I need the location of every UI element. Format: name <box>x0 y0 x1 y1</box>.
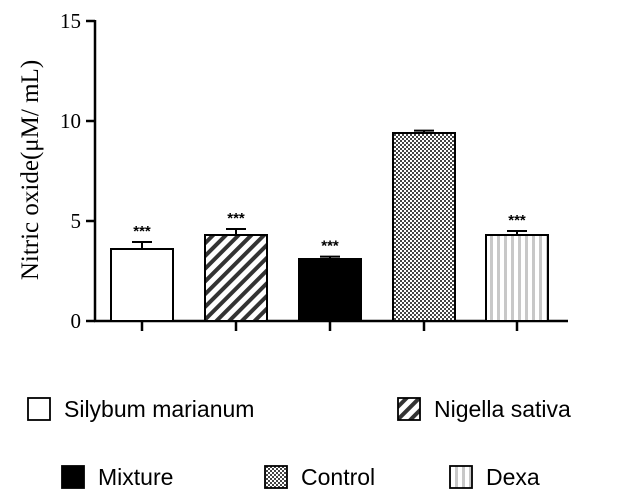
significance-label: *** <box>508 212 526 229</box>
legend-swatch <box>27 397 51 421</box>
y-tick-label: 5 <box>71 209 82 233</box>
bars-group: *** *** *** *** <box>110 129 549 331</box>
significance-label: *** <box>227 210 245 227</box>
legend-swatch <box>449 465 473 489</box>
legend-label: Nigella sativa <box>434 396 571 422</box>
significance-label: *** <box>321 238 339 255</box>
bar-control <box>392 132 456 322</box>
legend-label: Silybum marianum <box>64 396 254 422</box>
legend-swatch <box>61 465 85 489</box>
legend-swatch <box>264 465 288 489</box>
significance-label: *** <box>133 223 151 240</box>
bar-nigella-sativa <box>204 234 268 322</box>
y-axis: 0 5 10 15 <box>60 9 97 333</box>
legend-label: Control <box>301 464 375 490</box>
legend-swatch <box>397 397 421 421</box>
legend-label: Dexa <box>486 464 540 490</box>
y-tick-label: 10 <box>60 109 81 133</box>
bar-silybum-marianum <box>110 248 174 322</box>
bar-dexa <box>485 234 549 322</box>
bar-mixture <box>298 258 362 322</box>
y-axis-title: Nitric oxide(μM/ mL) <box>17 60 44 280</box>
y-tick-label: 0 <box>71 309 82 333</box>
legend-label: Mixture <box>98 464 173 490</box>
y-tick-label: 15 <box>60 9 81 33</box>
legend: Silybum marianum Nigella sativa Mixture Con… <box>27 396 571 490</box>
